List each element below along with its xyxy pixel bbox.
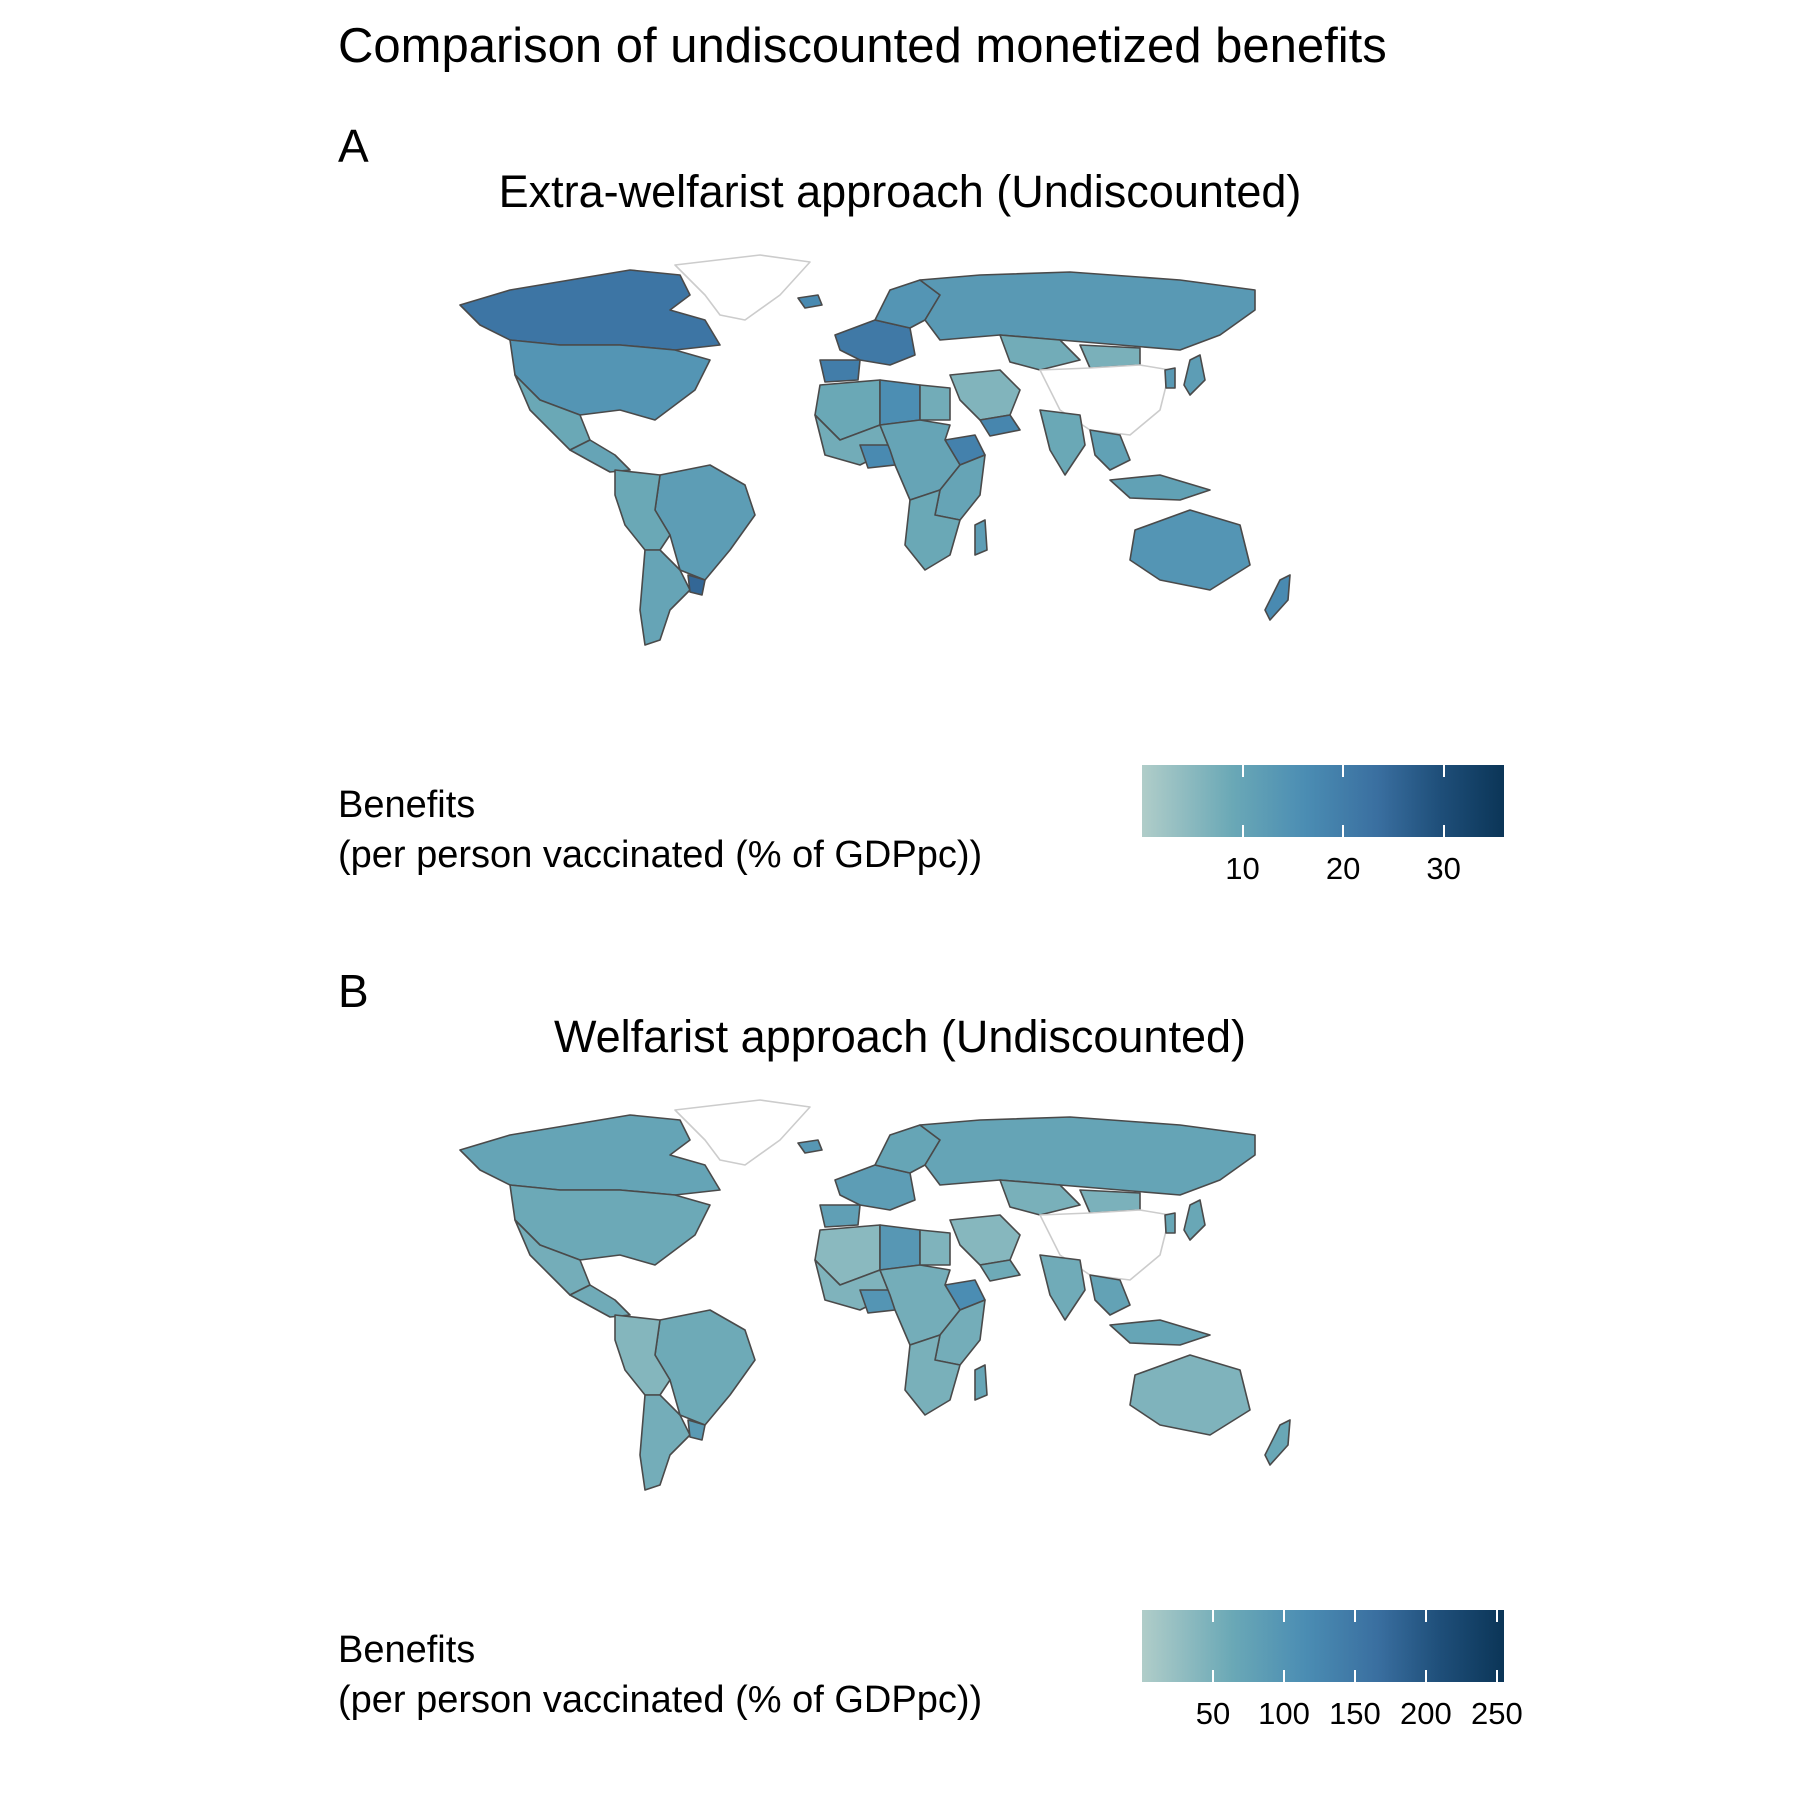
legend-tick-label: 100 [1258, 1696, 1310, 1731]
region-middle-east [949, 369, 1021, 421]
world-map [459, 1099, 1291, 1491]
region-uruguay [687, 574, 706, 596]
region-libya [879, 379, 921, 426]
region-canada [459, 269, 721, 351]
legend-tick-label: 200 [1400, 1696, 1452, 1731]
legend-tick-mark [1282, 1670, 1285, 1682]
legend-tick-label: 20 [1325, 851, 1361, 886]
region-australia [1129, 509, 1251, 591]
region-japan [1183, 1199, 1206, 1241]
region-spain [819, 359, 861, 383]
panel-title: Extra-welfarist approach (Undiscounted) [498, 166, 1302, 217]
region-yemen [979, 1259, 1021, 1282]
legend-title-line1: Benefits [338, 784, 476, 826]
region-mongolia [1079, 344, 1141, 369]
legend-tick-mark [1495, 1610, 1498, 1622]
legend-title-line1: Benefits [338, 1629, 476, 1671]
region-canada [459, 1114, 721, 1196]
panel-letter: B [338, 965, 369, 1017]
region-argentina [639, 1394, 691, 1491]
legend-tick-mark [1495, 1670, 1498, 1682]
legend-tick-mark [1241, 765, 1244, 777]
region-iceland [797, 1139, 823, 1154]
region-new-zealand [1264, 574, 1291, 621]
legend-colorbar: 10 20 30 [1142, 765, 1504, 886]
legend-title-line2: (per person vaccinated (% of GDPpc)) [338, 834, 983, 876]
region-uruguay [687, 1419, 706, 1441]
legend-title: Benefits (per person vaccinated (% of GD… [338, 780, 982, 880]
legend-tick-mark [1241, 825, 1244, 837]
region-greenland [674, 1099, 811, 1166]
region-libya [879, 1224, 921, 1271]
panel-title: Welfarist approach (Undiscounted) [553, 1011, 1246, 1062]
region-southeast-asia [1089, 429, 1131, 471]
legend-tick-label: 50 [1195, 1696, 1231, 1731]
region-indonesia [1109, 1319, 1211, 1346]
region-argentina [639, 549, 691, 646]
legend-tick-mark [1342, 825, 1345, 837]
legend-tick-label: 10 [1225, 851, 1260, 886]
region-central-america [569, 1284, 631, 1318]
region-india [1039, 409, 1086, 476]
region-new-zealand [1264, 1419, 1291, 1466]
region-russia [919, 1116, 1256, 1196]
region-russia [919, 271, 1256, 351]
region-central-america [569, 439, 631, 473]
region-kazakhstan [999, 1179, 1081, 1216]
legend-tick-mark [1342, 765, 1345, 777]
legend-tick-mark [1211, 1670, 1214, 1682]
region-madagascar [974, 1364, 988, 1401]
region-greenland [674, 254, 811, 321]
legend-tick-mark [1442, 765, 1445, 777]
region-southern-africa [904, 489, 961, 571]
world-map [459, 254, 1291, 646]
region-egypt [919, 1229, 951, 1266]
figure-title: Comparison of undiscounted monetized ben… [338, 19, 1387, 73]
region-korea [1164, 367, 1176, 389]
legend-tick-label: 250 [1471, 1696, 1523, 1731]
region-mongolia [1079, 1189, 1141, 1214]
legend-tick-mark [1211, 1610, 1214, 1622]
legend-tick-mark [1424, 1670, 1427, 1682]
region-egypt [919, 384, 951, 421]
region-india [1039, 1254, 1086, 1321]
legend-tick-mark [1353, 1670, 1356, 1682]
legend-tick-mark [1353, 1610, 1356, 1622]
legend-colorbar: 50 100 150 200 250 [1142, 1610, 1523, 1731]
region-spain [819, 1204, 861, 1228]
region-japan [1183, 354, 1206, 396]
legend-tick-mark [1424, 1610, 1427, 1622]
legend-tick-label: 30 [1426, 851, 1461, 886]
region-southeast-asia [1089, 1274, 1131, 1316]
region-yemen [979, 414, 1021, 437]
region-southern-africa [904, 1334, 961, 1416]
region-madagascar [974, 519, 988, 556]
region-korea [1164, 1212, 1176, 1234]
region-iceland [797, 294, 823, 309]
region-middle-east [949, 1214, 1021, 1266]
legend-title: Benefits (per person vaccinated (% of GD… [338, 1625, 982, 1725]
legend-tick-mark [1282, 1610, 1285, 1622]
legend-tick-label: 150 [1329, 1696, 1381, 1731]
region-australia [1129, 1354, 1251, 1436]
region-indonesia [1109, 474, 1211, 501]
region-kazakhstan [999, 334, 1081, 371]
panel-letter: A [338, 120, 369, 172]
legend-tick-mark [1442, 825, 1445, 837]
legend-title-line2: (per person vaccinated (% of GDPpc)) [338, 1679, 983, 1721]
